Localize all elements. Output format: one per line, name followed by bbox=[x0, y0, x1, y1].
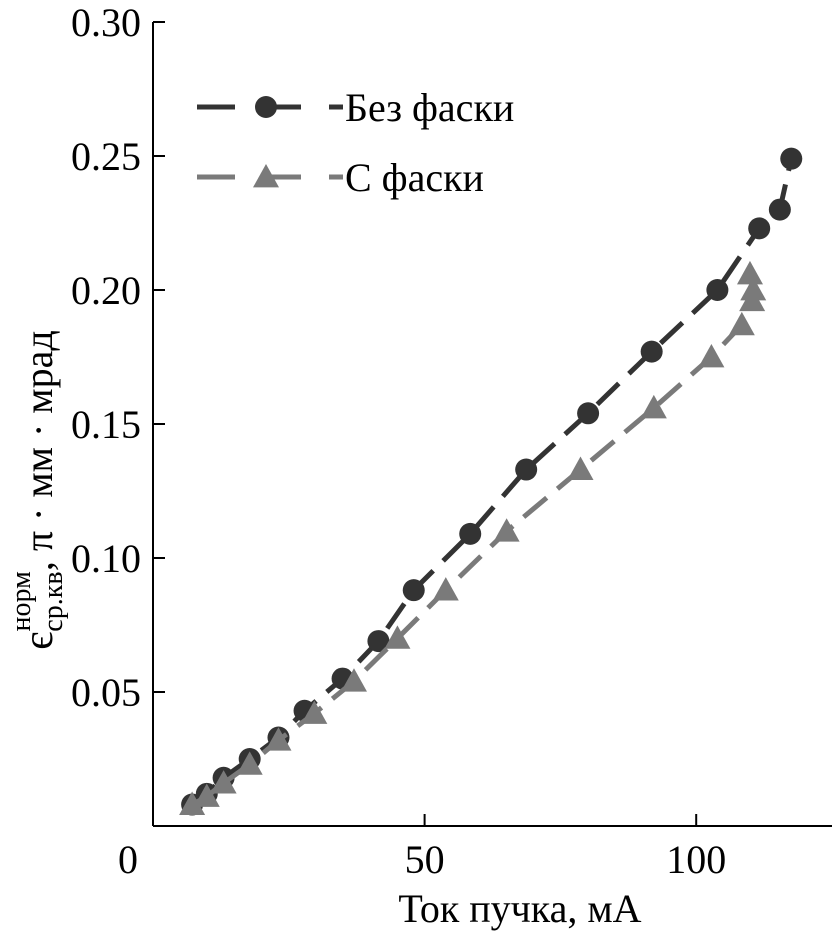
data-point bbox=[740, 277, 767, 301]
data-point bbox=[236, 751, 263, 775]
data-point bbox=[706, 279, 729, 301]
y-axis-label-suffix: , π · мм · мрад bbox=[16, 330, 61, 571]
axes bbox=[152, 22, 832, 827]
series-1 bbox=[181, 147, 803, 816]
svg-text:єср.квнорм, π · мм · мрад: єср.квнорм, π · мм · мрад bbox=[6, 330, 69, 649]
x-tick-label: 50 bbox=[405, 837, 445, 882]
y-axis-label-base: є bbox=[16, 632, 62, 650]
legend-label: С фаски bbox=[345, 155, 484, 200]
y-tick-label: 0.30 bbox=[71, 0, 141, 45]
data-point bbox=[768, 198, 791, 221]
y-tick-label: 0.05 bbox=[71, 670, 141, 715]
y-axis-label-subscript: ср.кв bbox=[38, 571, 69, 631]
data-point bbox=[459, 522, 482, 545]
y-axis-label-superscript: норм bbox=[6, 571, 37, 632]
data-point bbox=[577, 402, 600, 425]
series-line bbox=[190, 158, 794, 807]
data-point bbox=[179, 791, 206, 815]
y-tick-label: 0.10 bbox=[71, 536, 141, 581]
x-tick-label: 100 bbox=[666, 837, 726, 882]
data-point bbox=[698, 344, 725, 368]
series-2 bbox=[179, 260, 767, 815]
legend: Без фаски С фаски bbox=[197, 85, 514, 200]
x-axis-label: Ток пучка, мА bbox=[398, 886, 641, 931]
data-point bbox=[640, 340, 663, 363]
data-point bbox=[567, 456, 594, 480]
legend-marker bbox=[253, 164, 279, 188]
y-axis-label: єср.квнорм, π · мм · мрад bbox=[6, 330, 69, 649]
x-tick-label: 0 bbox=[118, 837, 138, 882]
legend-marker bbox=[255, 96, 277, 118]
data-point bbox=[515, 458, 538, 481]
y-tick-label: 0.15 bbox=[71, 402, 141, 447]
data-point bbox=[384, 625, 411, 649]
data-point bbox=[340, 668, 367, 692]
y-tick-label: 0.20 bbox=[71, 268, 141, 313]
data-point bbox=[402, 579, 425, 602]
legend-label: Без фаски bbox=[345, 85, 514, 130]
data-point bbox=[265, 727, 292, 751]
data-point bbox=[736, 260, 763, 285]
data-point bbox=[640, 394, 667, 419]
data-point bbox=[493, 518, 520, 542]
legend-item-2: С фаски bbox=[197, 155, 484, 200]
legend-item-1: Без фаски bbox=[197, 85, 514, 130]
data-point bbox=[780, 147, 803, 170]
data-point bbox=[367, 630, 390, 653]
data-point bbox=[748, 217, 771, 240]
data-point bbox=[432, 577, 459, 601]
data-point bbox=[193, 783, 220, 807]
y-tick-label: 0.25 bbox=[71, 134, 141, 179]
ticks: 0.05 0.10 0.15 0.20 0.25 0.30 0 50 100 bbox=[71, 0, 726, 882]
series-layer bbox=[179, 147, 803, 816]
data-point bbox=[728, 311, 755, 336]
data-point bbox=[210, 770, 237, 794]
data-point bbox=[301, 700, 328, 724]
